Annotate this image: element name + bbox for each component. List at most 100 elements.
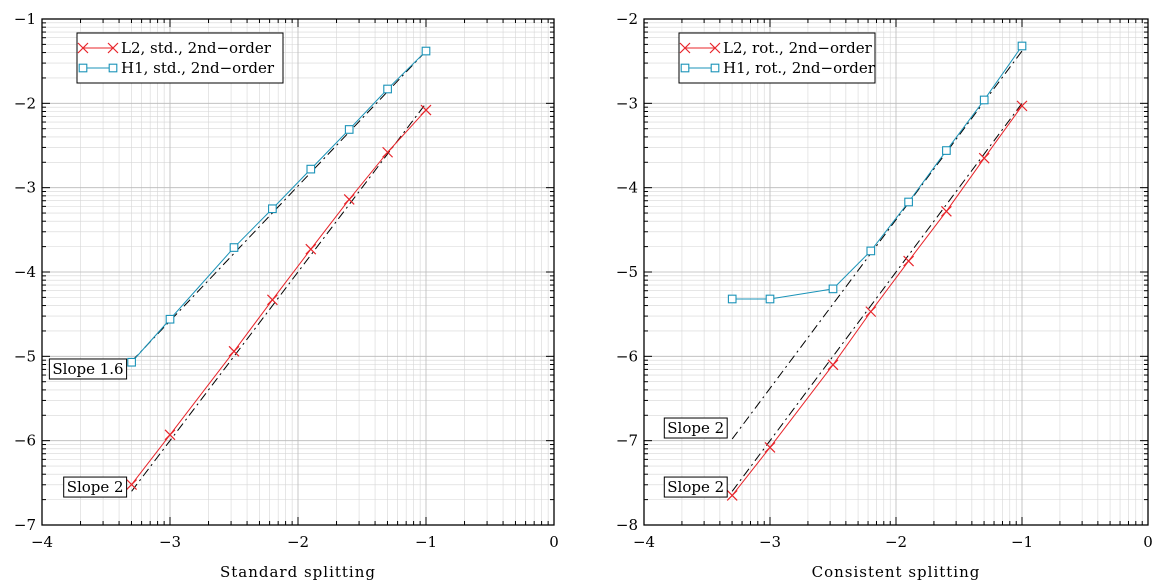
slope-annotation-box	[663, 417, 728, 439]
data-point-marker	[343, 194, 355, 205]
x-tick-label: −2	[885, 533, 907, 551]
data-point-marker	[865, 306, 877, 318]
series-l2	[126, 104, 432, 490]
y-tick-label: −4	[14, 263, 36, 281]
reference-slope-line	[131, 103, 427, 492]
legend-marker	[709, 42, 721, 54]
legend-marker	[78, 63, 88, 73]
data-point-marker	[344, 125, 354, 134]
data-point-marker	[866, 246, 876, 256]
y-tick-label: −8	[616, 516, 638, 534]
y-tick-label: −6	[14, 432, 36, 450]
x-tick-label: −2	[287, 533, 309, 551]
data-point-marker	[382, 146, 394, 158]
data-point-marker	[765, 294, 775, 304]
legend-entry-label: H1, std., 2nd−order	[121, 59, 275, 77]
slope-annotation-label: Slope 2	[667, 478, 724, 496]
x-tick-label: −3	[159, 533, 181, 551]
x-axis-label: Consistent splitting	[812, 563, 981, 581]
slope-annotation: Slope 1.6	[48, 358, 128, 380]
x-tick-label: −3	[759, 533, 781, 551]
data-point-marker	[978, 152, 990, 164]
legend: L2, std., 2nd−order H1, std., 2nd−order	[76, 32, 284, 84]
x-tick-label: −1	[1011, 533, 1033, 551]
left-panel-standard-splitting: −4 −3 −2 −1 0 −7 −6 −5 −4 −3 −2 −1 L2, std., 2nd−ord…	[14, 10, 559, 581]
series-line	[731, 105, 1023, 496]
data-point-marker	[305, 243, 317, 255]
legend-marker	[710, 63, 720, 73]
data-point-marker	[420, 104, 432, 116]
y-tick-label: −3	[616, 94, 638, 112]
data-point-marker	[726, 490, 738, 501]
slope-annotation-box	[63, 476, 128, 498]
legend-box	[678, 32, 876, 84]
slope-annotation-label: Slope 2	[67, 478, 124, 496]
data-point-marker	[979, 95, 989, 105]
series-h1	[127, 46, 431, 367]
slope-annotation-label: Slope 2	[667, 419, 724, 437]
legend-marker	[680, 63, 690, 73]
data-point-marker	[942, 146, 951, 155]
data-point-marker	[828, 284, 838, 294]
data-point-marker	[940, 205, 952, 217]
data-point-marker	[904, 197, 913, 207]
legend-entry-label: L2, std., 2nd−order	[121, 39, 272, 57]
slope-annotation: Slope 2	[663, 476, 728, 498]
y-tick-label: −5	[14, 347, 36, 365]
y-tick-label: −1	[14, 10, 36, 28]
series-line	[131, 50, 427, 363]
data-point-marker	[165, 314, 175, 324]
legend-marker	[77, 42, 89, 54]
data-point-marker	[383, 84, 392, 94]
x-tick-label: −4	[633, 533, 655, 551]
data-point-marker	[266, 294, 278, 306]
slope-annotation-label: Slope 1.6	[52, 360, 123, 378]
reference-slope-line	[731, 103, 1023, 492]
series-h1	[727, 41, 1027, 304]
x-tick-label: −4	[31, 533, 53, 551]
x-tick-label: −1	[415, 533, 437, 551]
data-point-marker	[127, 357, 136, 367]
y-tick-label: −4	[616, 179, 638, 197]
right-panel-consistent-splitting: −4 −3 −2 −1 0 −8 −7 −6 −5 −4 −3 −2 L2, rot., 2nd−ord…	[616, 10, 1152, 581]
axis-ticks	[643, 18, 1149, 526]
series-l2	[726, 100, 1028, 501]
data-point-marker	[1016, 100, 1028, 112]
slope-annotation-box	[48, 358, 128, 380]
plot-frame	[643, 18, 1149, 526]
data-point-marker	[1017, 41, 1027, 51]
legend-marker	[107, 42, 119, 54]
legend: L2, rot., 2nd−order H1, rot., 2nd−order	[678, 32, 876, 84]
y-tick-label: −7	[14, 516, 36, 534]
y-tick-label: −2	[616, 10, 638, 28]
legend-box	[76, 32, 284, 84]
slope-annotation-box	[663, 476, 728, 498]
data-point-marker	[306, 164, 316, 174]
y-tick-label: −5	[616, 263, 638, 281]
slope-annotation: Slope 2	[63, 476, 128, 498]
data-point-marker	[903, 255, 915, 267]
legend-entry-label: L2, rot., 2nd−order	[723, 39, 873, 57]
series-line	[131, 109, 427, 485]
data-point-marker	[228, 345, 240, 357]
x-axis-label: Standard splitting	[220, 563, 376, 581]
reference-slope-line	[131, 50, 427, 362]
data-point-marker	[764, 441, 776, 453]
legend-marker	[108, 63, 118, 73]
data-point-marker	[268, 204, 277, 214]
y-tick-label: −3	[14, 179, 36, 197]
series-line	[732, 45, 1023, 300]
legend-entry-label: H1, rot., 2nd−order	[723, 59, 876, 77]
legend-marker	[679, 42, 691, 54]
plot-frame	[41, 18, 555, 526]
data-point-marker	[164, 429, 176, 441]
data-point-marker	[126, 479, 138, 490]
x-tick-label: 0	[1143, 533, 1152, 551]
data-point-marker	[229, 243, 239, 252]
slope-annotation: Slope 2	[663, 417, 728, 439]
data-point-marker	[421, 46, 431, 56]
y-tick-label: −7	[616, 432, 638, 450]
data-point-marker	[827, 359, 839, 371]
data-point-marker	[727, 294, 737, 304]
